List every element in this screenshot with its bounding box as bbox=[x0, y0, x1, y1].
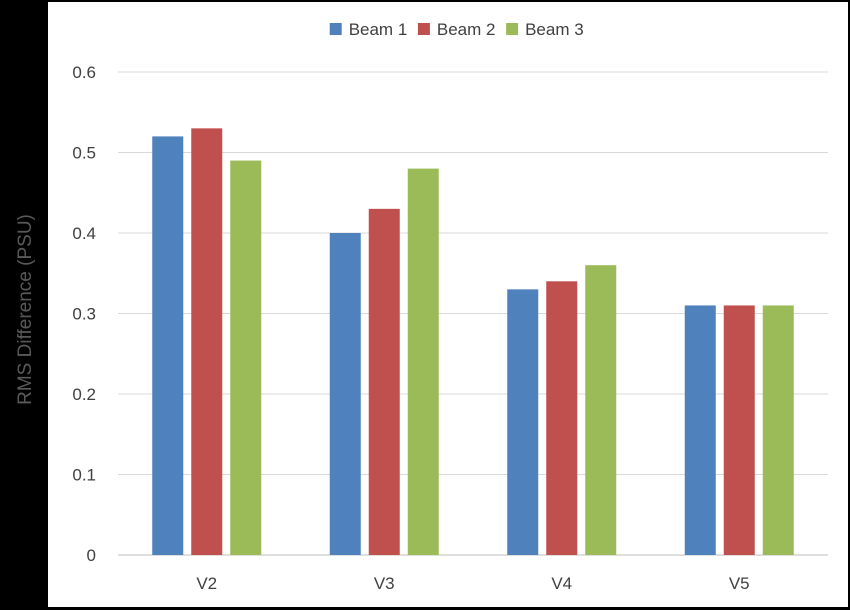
bar-beam-2-v2 bbox=[191, 128, 223, 555]
bar-beam-3-v5 bbox=[762, 305, 794, 555]
bar-beam-2-v5 bbox=[723, 305, 755, 555]
y-axis-title: RMS Difference (PSU) bbox=[15, 214, 36, 405]
x-category-label: V3 bbox=[374, 574, 395, 593]
legend: Beam 1 Beam 2 Beam 3 bbox=[329, 20, 584, 39]
legend-swatch bbox=[506, 23, 519, 35]
bars bbox=[152, 128, 794, 556]
y-tick-label: 0.2 bbox=[72, 385, 96, 404]
legend-swatch bbox=[329, 23, 342, 35]
y-tick-label: 0 bbox=[87, 546, 96, 565]
gridlines bbox=[118, 71, 828, 556]
bar-beam-3-v3 bbox=[407, 168, 439, 555]
x-category-label: V2 bbox=[196, 574, 217, 593]
y-axis-ticks: 0 0.1 0.2 0.3 0.4 0.5 0.6 bbox=[72, 63, 96, 565]
legend-label: Beam 3 bbox=[525, 20, 584, 39]
bar-beam-3-v4 bbox=[585, 265, 617, 555]
bar-beam-2-v3 bbox=[368, 208, 400, 555]
bar-beam-1-v2 bbox=[152, 136, 184, 555]
bar-beam-1-v4 bbox=[507, 289, 539, 555]
y-tick-label: 0.3 bbox=[72, 305, 96, 324]
bar-beam-3-v2 bbox=[230, 160, 262, 556]
bar-beam-2-v4 bbox=[546, 281, 578, 555]
bar-beam-1-v5 bbox=[684, 305, 716, 555]
y-tick-label: 0.1 bbox=[72, 466, 96, 485]
x-category-label: V5 bbox=[729, 574, 750, 593]
legend-label: Beam 2 bbox=[437, 20, 496, 39]
y-tick-label: 0.5 bbox=[72, 144, 96, 163]
bar-beam-1-v3 bbox=[329, 233, 361, 555]
x-category-label: V4 bbox=[551, 574, 572, 593]
y-tick-label: 0.4 bbox=[72, 224, 96, 243]
legend-label: Beam 1 bbox=[349, 20, 408, 39]
y-tick-label: 0.6 bbox=[72, 63, 96, 82]
legend-swatch bbox=[417, 23, 430, 35]
x-axis-categories: V2 V3 V4 V5 bbox=[196, 574, 749, 593]
